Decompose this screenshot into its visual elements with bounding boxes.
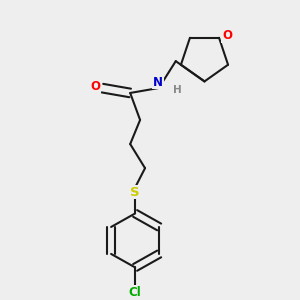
Text: Cl: Cl: [129, 286, 142, 299]
Text: S: S: [130, 186, 140, 199]
Text: N: N: [153, 76, 163, 89]
Text: O: O: [222, 29, 232, 42]
Text: O: O: [91, 80, 100, 93]
Text: H: H: [173, 85, 182, 95]
